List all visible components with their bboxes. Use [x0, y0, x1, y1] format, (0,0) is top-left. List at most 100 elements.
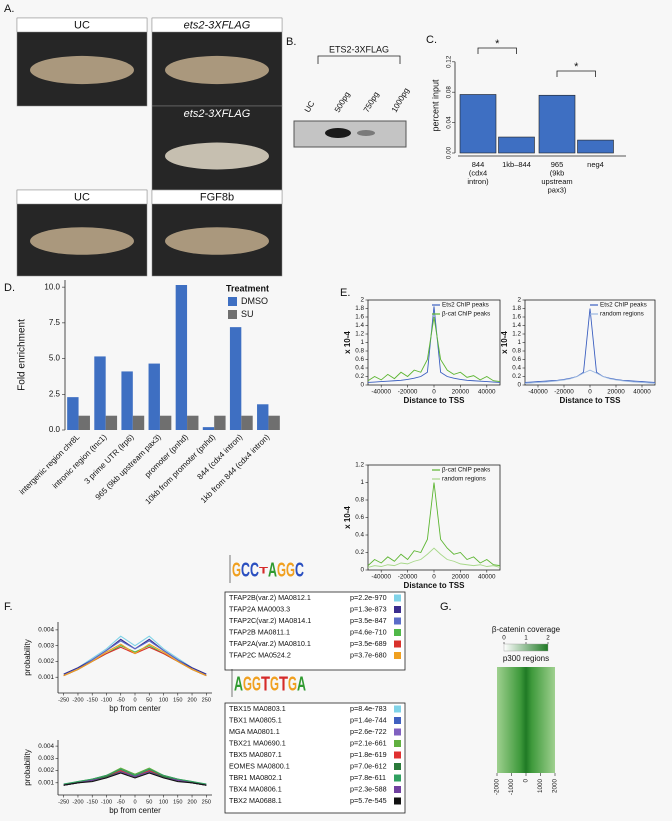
blot-title: ETS2-3XFLAG — [329, 44, 389, 54]
label-band — [16, 189, 148, 205]
colorbar — [503, 643, 549, 652]
x-axis-label: bp from center — [109, 704, 161, 713]
x-tick-label: -250 — [58, 799, 69, 805]
motif-swatch — [394, 606, 401, 613]
bar — [132, 415, 145, 430]
motif-p: p=3.5e-689 — [350, 639, 387, 648]
series-line — [367, 547, 501, 568]
x-tick-label: 150 — [173, 697, 182, 703]
motif-swatch — [394, 594, 401, 602]
motif-p: p=1.8e-619 — [350, 750, 387, 759]
x-tick-label: 0 — [588, 389, 592, 396]
y-tick-label: 0 — [517, 382, 521, 389]
motif-p: p=2.3e-588 — [350, 784, 387, 793]
y-tick-label: 7.5 — [49, 318, 61, 327]
y-tick-label: 1.6 — [512, 314, 521, 321]
bar — [159, 415, 172, 430]
x-tick-label: 40000 — [478, 574, 496, 581]
y-tick-label: 0.002 — [38, 658, 54, 665]
x-tick-label: -200 — [72, 697, 83, 703]
motif-name: TFAP2B(var.2) MA0812.1 — [229, 593, 311, 602]
x-tick-label: 40000 — [478, 389, 496, 396]
bar — [498, 136, 535, 154]
x-axis-label: Distance to TSS — [404, 581, 466, 590]
embryo — [165, 227, 269, 255]
y-tick-label: 1.4 — [512, 322, 521, 329]
series-line — [63, 638, 207, 675]
colorbar-tick-label: 2 — [546, 635, 550, 642]
x-tick-label: -20000 — [398, 389, 418, 396]
motif-box — [224, 591, 406, 671]
bracket — [317, 55, 401, 64]
x-tick-label: 0 — [523, 779, 530, 783]
y-tick-label: 0.2 — [355, 549, 364, 556]
x-tick-label: 965 — [551, 160, 564, 169]
y-tick-label: 0.001 — [38, 779, 54, 786]
x-tick-label: 2000 — [552, 779, 559, 794]
bar — [241, 415, 253, 430]
motif-swatch — [394, 740, 401, 747]
x-tick-label: -40000 — [371, 389, 391, 396]
y-tick-label: 1.6 — [355, 314, 364, 321]
x-tick-label: -150 — [87, 697, 98, 703]
lane-label: UC — [303, 99, 317, 114]
x-tick-label: 200 — [187, 697, 196, 703]
series-line — [367, 316, 501, 383]
series-line — [367, 306, 501, 383]
bar — [257, 404, 269, 430]
logo-letter: G — [252, 673, 261, 695]
photo-label: FGF8b — [200, 191, 234, 203]
x-tick-label: -250 — [58, 697, 69, 703]
y-tick-label: 0.6 — [355, 356, 364, 363]
motif-p: p=7.8e-611 — [350, 773, 386, 782]
motif-swatch — [394, 705, 401, 713]
motif-p: p=7.0e-612 — [350, 761, 387, 770]
x-tick-label: 844 — [472, 160, 485, 169]
significance-mark: * — [574, 61, 579, 73]
y-tick-label: 0.08 — [446, 86, 453, 99]
y-axis-label: percent input — [430, 79, 440, 132]
legend-label: Ets2 ChIP peaks — [600, 302, 647, 309]
motif-name: TFAP2C MA0524.2 — [229, 650, 291, 659]
heatmap-title: β-catenin coverage — [492, 625, 561, 634]
series-line — [63, 643, 207, 677]
motif-swatch — [394, 797, 401, 805]
y-tick-label: 1.8 — [512, 305, 521, 312]
x-axis-label: Distance to TSS — [560, 396, 622, 405]
label-band — [151, 189, 283, 205]
x-tick-label: -100 — [101, 799, 112, 805]
series-line — [63, 645, 207, 677]
legend-label: random regions — [600, 311, 644, 318]
bar — [67, 397, 79, 430]
motif-name: TBX4 MA0806.1 — [229, 784, 282, 793]
logo-letter: G — [277, 559, 286, 581]
legend-label: β-cat ChIP peaks — [442, 311, 490, 318]
x-tick-label: -40000 — [371, 574, 391, 581]
logo-letter: G — [270, 673, 279, 695]
motif-p: p=1.3e-873 — [350, 604, 387, 613]
motif-name: TFAP2A(var.2) MA0810.1 — [229, 639, 311, 648]
y-tick-label: 0.4 — [355, 365, 364, 372]
y-tick-label: 0.6 — [355, 514, 364, 521]
series-line — [63, 768, 207, 786]
x-tick-label: 40000 — [633, 389, 651, 396]
legend-swatch — [228, 297, 237, 306]
x-tick-label: -50 — [117, 697, 125, 703]
y-tick-label: 1.2 — [355, 331, 364, 338]
y-tick-label: 0.001 — [38, 674, 54, 681]
series-line — [63, 771, 207, 786]
bar — [229, 327, 242, 430]
motif-name: TFAP2A MA0003.3 — [229, 604, 290, 613]
legend-label: Ets2 ChIP peaks — [442, 302, 489, 309]
y-tick-label: 0 — [360, 567, 364, 574]
y-tick-label: 0.00 — [446, 146, 453, 159]
y-axis-label: x 10-4 — [343, 506, 352, 529]
x-tick-label: 20000 — [452, 389, 470, 396]
panel-label: G. — [440, 601, 452, 613]
photo-label: ets2-3XFLAG — [184, 19, 251, 31]
series-line — [367, 482, 501, 567]
y-axis-label: Fold enrichment — [17, 319, 28, 391]
motif-p: p=2.2e-970 — [350, 593, 387, 602]
series-line — [63, 640, 207, 677]
